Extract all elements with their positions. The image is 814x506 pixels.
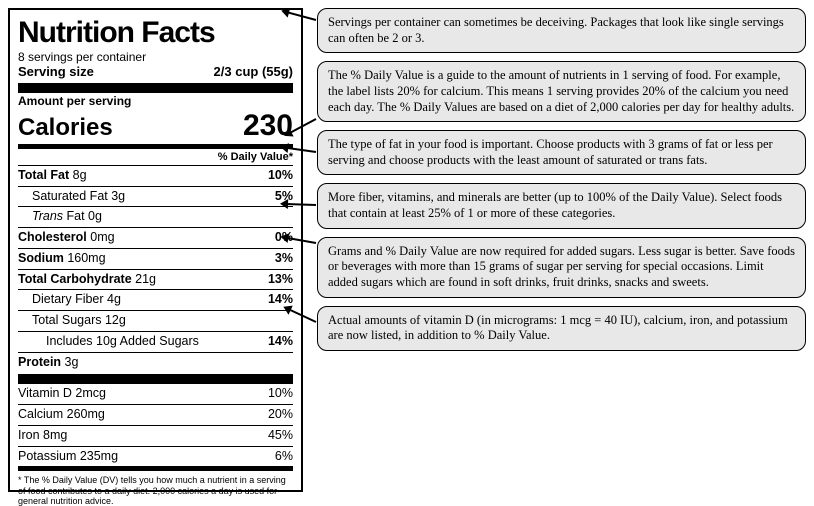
annotation-text: The % Daily Value is a guide to the amou… [328, 68, 794, 113]
divider-med [18, 144, 293, 149]
annotation-box: Servings per container can sometimes be … [317, 8, 806, 53]
dv-header: % Daily Value* [18, 151, 293, 163]
servings-per-container: 8 servings per container [18, 51, 293, 64]
annotation-box: Grams and % Daily Value are now required… [317, 237, 806, 298]
divider-thick-2 [18, 374, 293, 384]
divider-thick [18, 83, 293, 93]
protein-row: Protein 3g [18, 355, 293, 371]
cholesterol-row: Cholesterol 0mg 0% [18, 230, 293, 246]
divider-med-2 [18, 466, 293, 471]
vitamin-d-row: Vitamin D 2mcg10% [18, 386, 293, 402]
potassium-row: Potassium 235mg6% [18, 449, 293, 465]
calcium-row: Calcium 260mg20% [18, 407, 293, 423]
annotation-text: Servings per container can sometimes be … [328, 15, 784, 45]
trans-fat-row: Trans Fat 0g [18, 209, 293, 225]
nutrition-label: Nutrition Facts 8 servings per container… [8, 8, 303, 492]
calories-row: Calories 230 [18, 109, 293, 142]
annotations-column: Servings per container can sometimes be … [317, 8, 806, 492]
annotation-box: The type of fat in your food is importan… [317, 130, 806, 175]
serving-size-value: 2/3 cup (55g) [214, 65, 293, 79]
annotation-text: The type of fat in your food is importan… [328, 137, 773, 167]
added-sugars-row: Includes 10g Added Sugars14% [18, 334, 293, 350]
fiber-row: Dietary Fiber 4g14% [18, 292, 293, 308]
footnote: * The % Daily Value (DV) tells you how m… [18, 475, 293, 506]
iron-row: Iron 8mg45% [18, 428, 293, 444]
annotation-box: Actual amounts of vitamin D (in microgra… [317, 306, 806, 351]
carb-row: Total Carbohydrate 21g 13% [18, 272, 293, 288]
annotation-box: The % Daily Value is a guide to the amou… [317, 61, 806, 122]
sat-fat-row: Saturated Fat 3g5% [18, 189, 293, 205]
sugars-row: Total Sugars 12g [18, 313, 293, 329]
annotation-box: More fiber, vitamins, and minerals are b… [317, 183, 806, 228]
label-title: Nutrition Facts [18, 16, 293, 49]
serving-size-row: Serving size 2/3 cup (55g) [18, 65, 293, 79]
annotation-text: More fiber, vitamins, and minerals are b… [328, 190, 782, 220]
calories-label: Calories [18, 115, 113, 141]
annotation-text: Grams and % Daily Value are now required… [328, 244, 795, 289]
total-fat-row: Total Fat 8g 10% [18, 168, 293, 184]
annotation-text: Actual amounts of vitamin D (in microgra… [328, 313, 788, 343]
serving-size-label: Serving size [18, 65, 94, 79]
amount-per-serving: Amount per serving [18, 95, 293, 108]
sodium-row: Sodium 160mg 3% [18, 251, 293, 267]
